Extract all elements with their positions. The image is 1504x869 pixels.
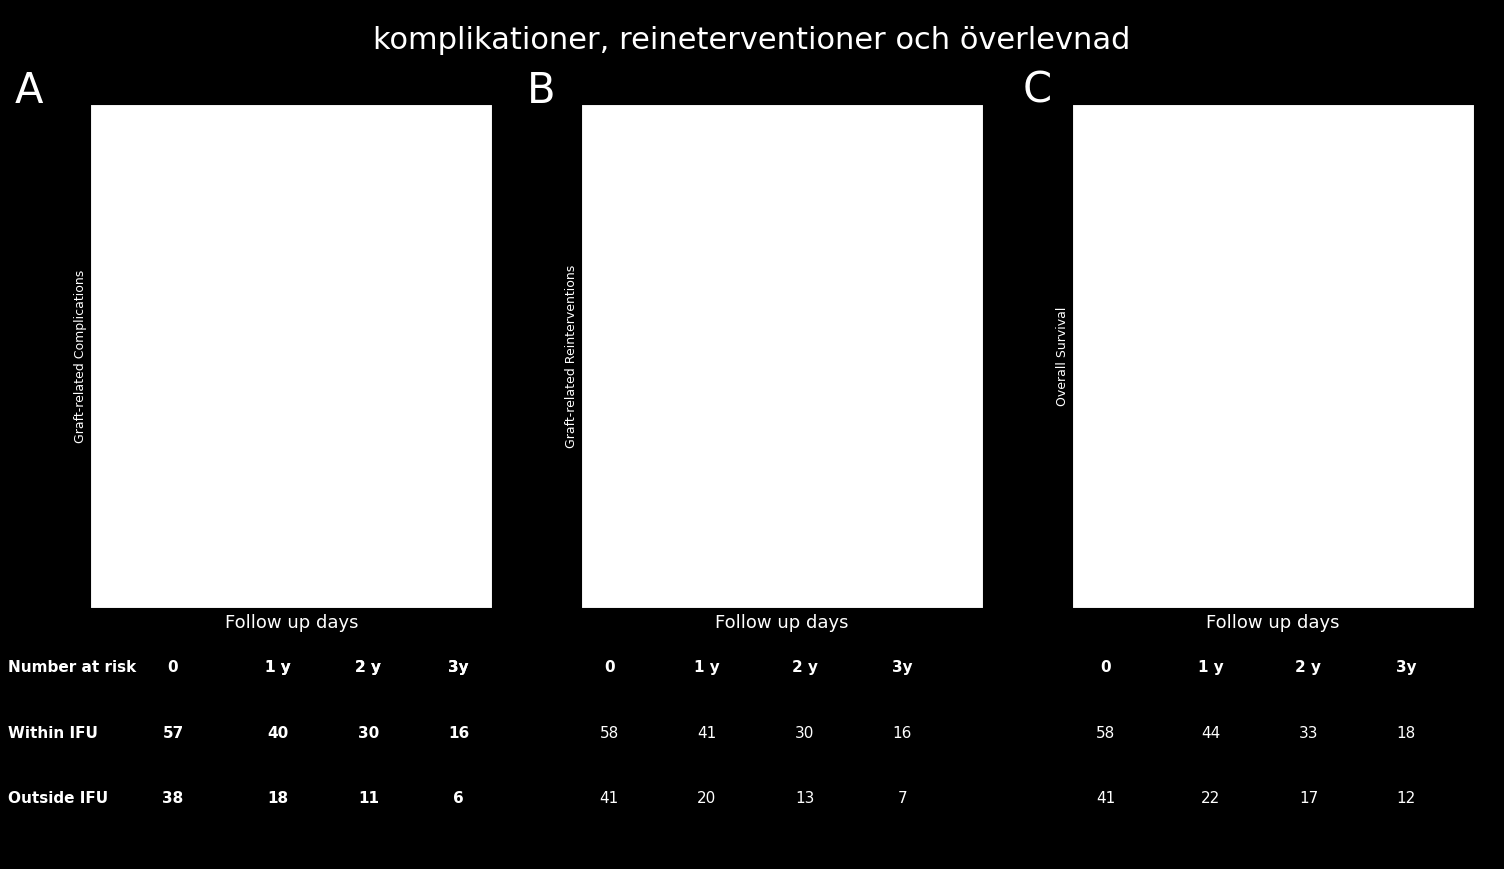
Text: 41: 41 [698,726,716,740]
Text: 16: 16 [448,726,469,740]
Text: 41: 41 [600,791,618,806]
Text: Number at risk: Number at risk [8,660,135,675]
Text: 1 y: 1 y [1197,660,1224,675]
Text: 7: 7 [898,791,907,806]
Text: 1 y: 1 y [265,660,292,675]
Text: 2 y: 2 y [1295,660,1322,675]
Text: 58: 58 [1096,726,1114,740]
Text: 3y: 3y [448,660,469,675]
Text: 3y: 3y [448,660,469,675]
Text: 2 y: 2 y [791,660,818,675]
Text: komplikationer, reineterventioner och överlevnad: komplikationer, reineterventioner och öv… [373,26,1131,55]
Text: 1 y: 1 y [693,660,720,675]
Text: 0: 0 [603,660,615,675]
Text: 0: 0 [167,660,179,675]
X-axis label: Follow up days: Follow up days [224,614,358,632]
Text: 1 y: 1 y [265,660,292,675]
Text: 18: 18 [268,791,289,806]
Text: 17: 17 [1299,791,1318,806]
Text: 2 y: 2 y [355,660,382,675]
Text: 18: 18 [1397,726,1415,740]
Text: Within IFU: Within IFU [8,726,98,740]
Text: 3y: 3y [892,660,913,675]
Y-axis label: Overall Survival: Overall Survival [1056,307,1069,406]
Text: 22: 22 [1202,791,1220,806]
Text: 16: 16 [893,726,911,740]
Text: A: A [15,70,44,111]
Text: Outside IFU: Outside IFU [8,791,108,806]
Text: 58: 58 [600,726,618,740]
Text: 38: 38 [162,791,183,806]
Text: 20: 20 [698,791,716,806]
Text: 11: 11 [358,791,379,806]
Text: 13: 13 [796,791,814,806]
Text: 3y: 3y [1396,660,1417,675]
Text: 6: 6 [453,791,465,806]
Text: 2 y: 2 y [355,660,382,675]
Text: 12: 12 [1397,791,1415,806]
Y-axis label: Graft-related Complications: Graft-related Complications [75,269,87,443]
Text: 44: 44 [1202,726,1220,740]
X-axis label: Follow up days: Follow up days [716,614,848,632]
Text: B: B [526,70,555,111]
Text: 41: 41 [1096,791,1114,806]
Legend: Within IFU: Within IFU [1318,112,1466,139]
Text: 30: 30 [358,726,379,740]
Text: 57: 57 [162,726,183,740]
Y-axis label: Graft-related Reinterventions: Graft-related Reinterventions [566,265,578,448]
Text: 33: 33 [1299,726,1318,740]
Text: C: C [1023,70,1051,111]
Text: 30: 30 [796,726,814,740]
X-axis label: Follow up days: Follow up days [1206,614,1340,632]
Text: 0: 0 [1099,660,1111,675]
Text: 40: 40 [268,726,289,740]
